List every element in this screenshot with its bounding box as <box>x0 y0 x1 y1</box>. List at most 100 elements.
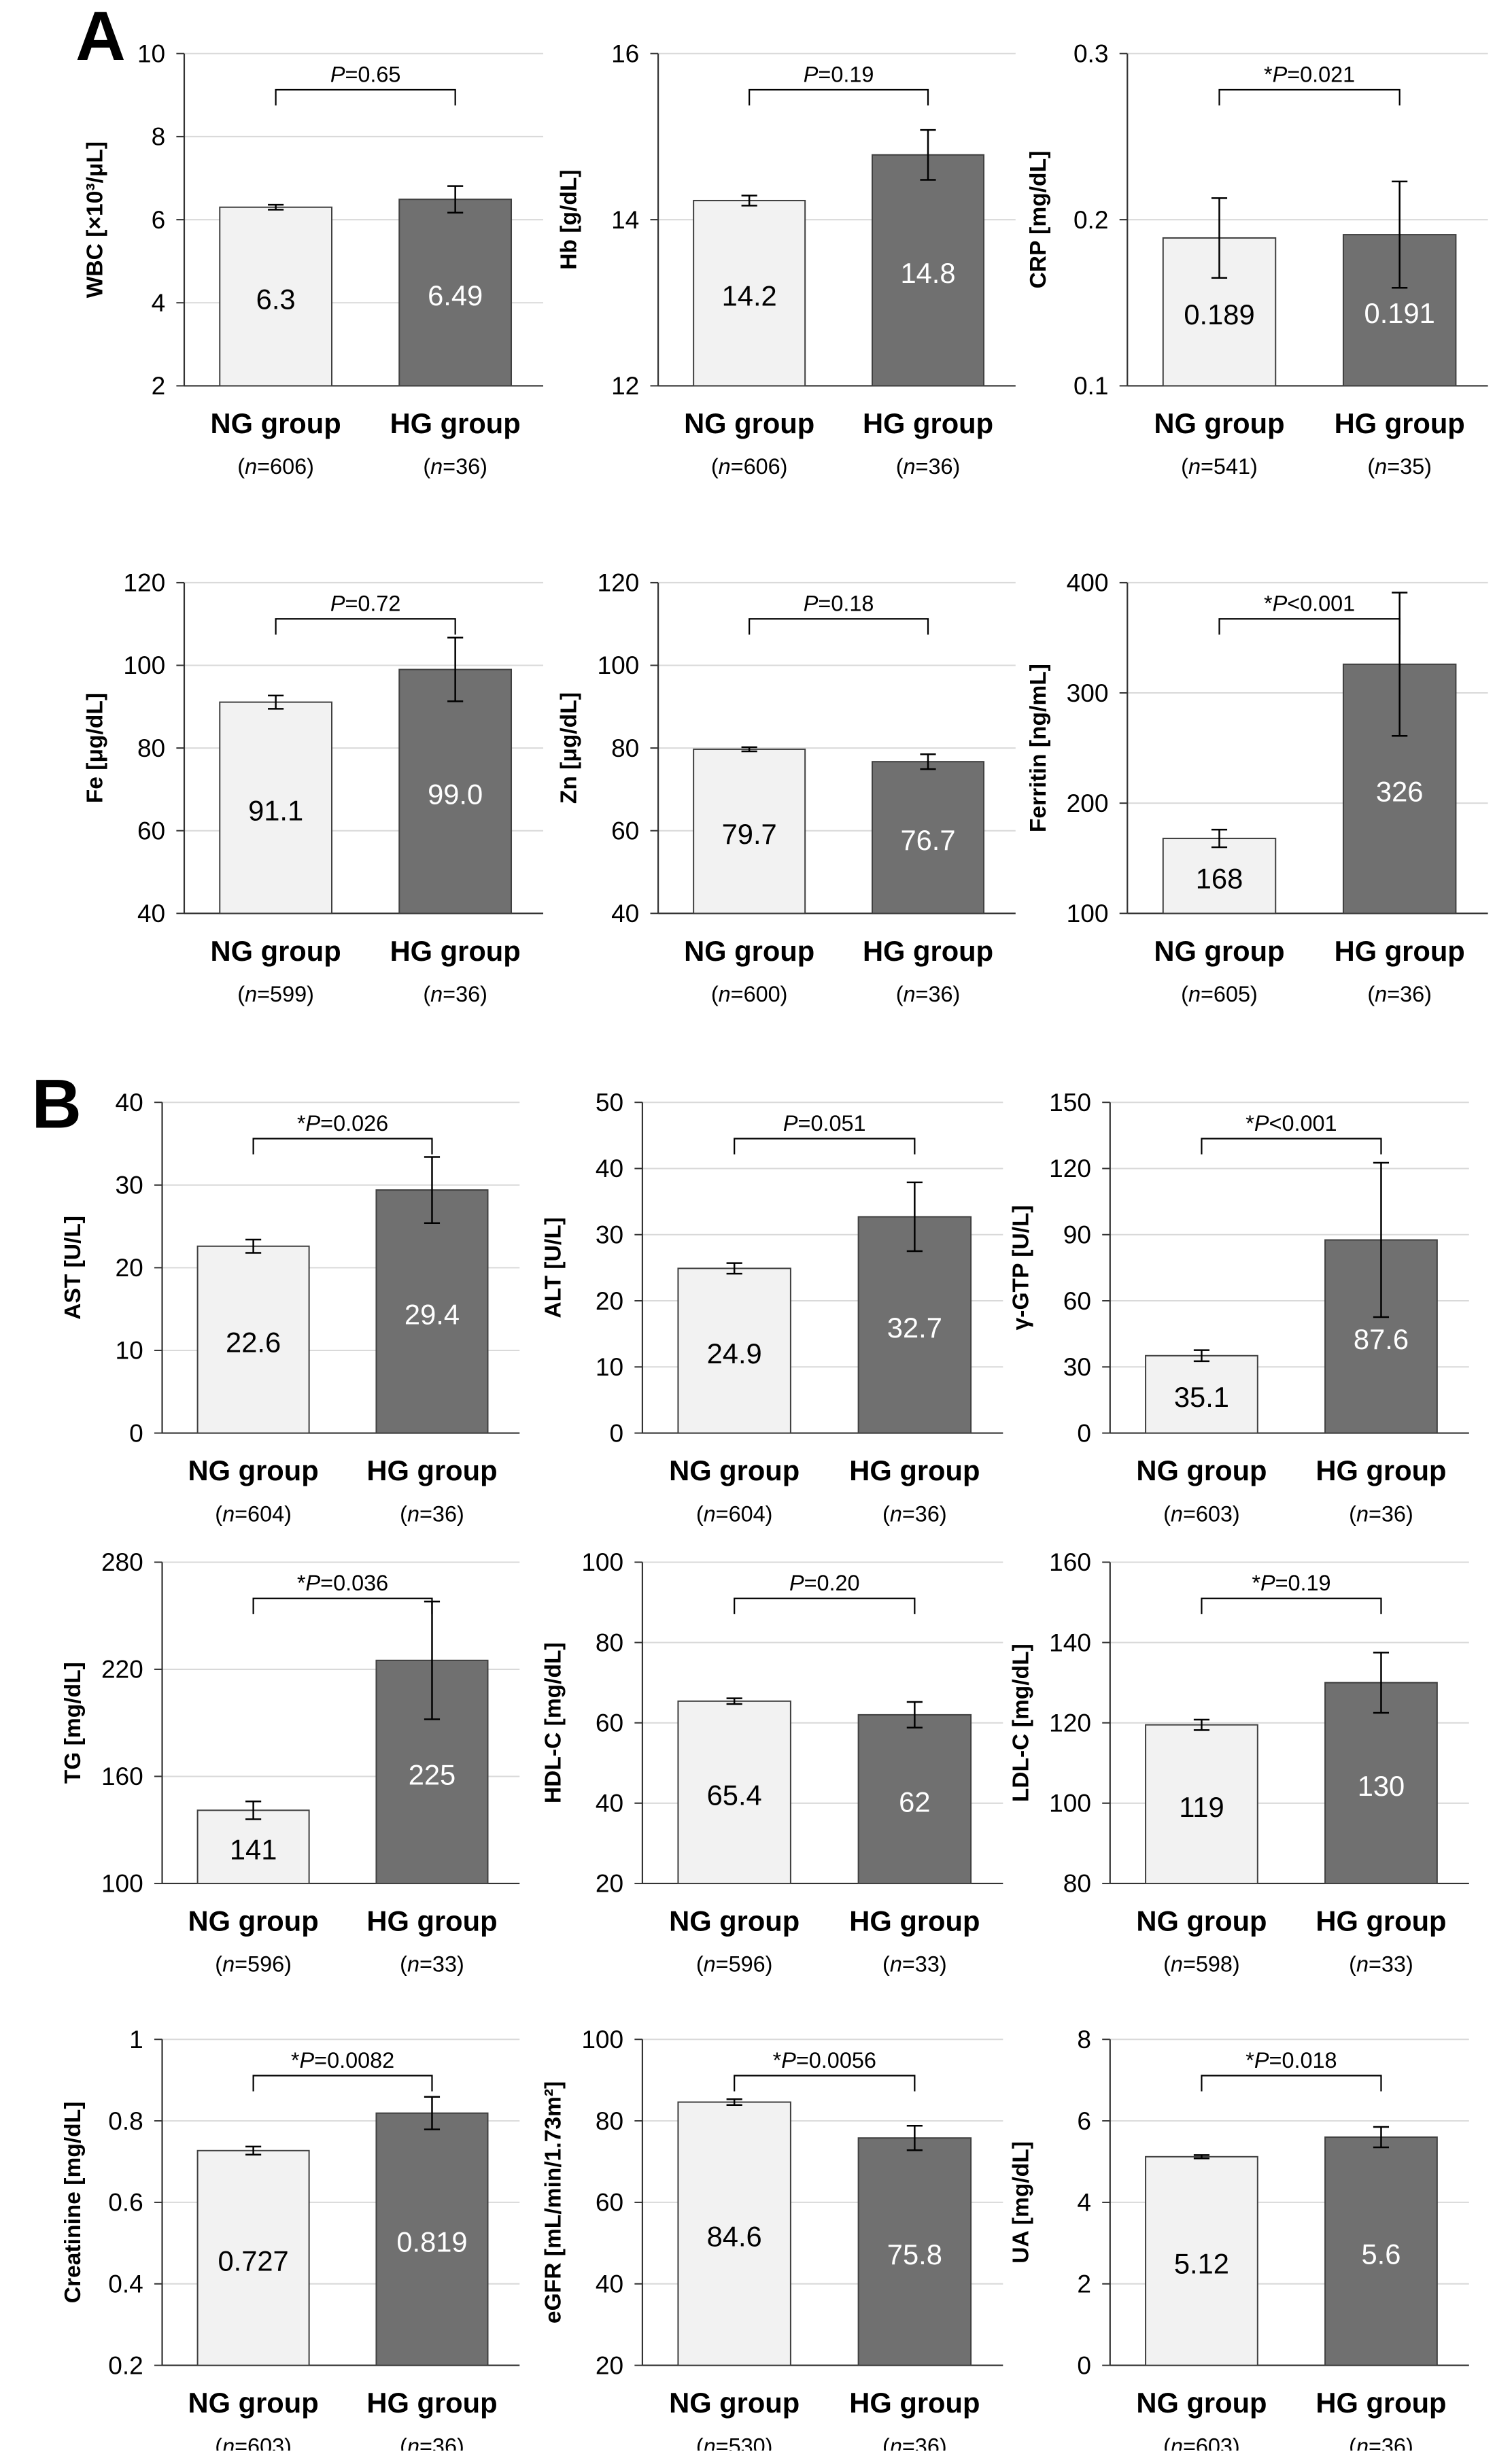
bar-ng <box>196 2149 310 2366</box>
p-value-label: *P<0.001 <box>1245 1111 1337 1136</box>
y-tick-label: 100 <box>597 651 639 679</box>
y-tick-label: 0 <box>129 1418 143 1447</box>
n-label: (n=605) <box>1181 982 1258 1006</box>
y-tick-label: 100 <box>1049 1789 1091 1818</box>
p-value-label: *P=0.018 <box>1245 2048 1337 2073</box>
n-label: (n=596) <box>215 1952 292 1977</box>
y-tick-label: 16 <box>611 39 639 67</box>
chart-12: 80 100 120 140 160 LDL-C [mg/dL] 119 NG group (n… <box>1008 1548 1469 1977</box>
value-label: 130 <box>1358 1770 1405 1802</box>
p-value-label: *P=0.026 <box>297 1111 388 1136</box>
category-label: HG group <box>366 1905 497 1937</box>
significance-bracket <box>734 2075 916 2092</box>
y-tick-label: 40 <box>596 2270 623 2298</box>
y-tick-label: 280 <box>101 1548 143 1576</box>
y-tick-label: 60 <box>596 2188 623 2217</box>
y-axis-label: γ-GTP [U/L] <box>1008 1205 1033 1330</box>
n-label: (n=36) <box>1349 2434 1413 2451</box>
n-label: (n=36) <box>423 982 487 1006</box>
category-label: NG group <box>1136 1454 1267 1486</box>
n-label: (n=36) <box>1367 982 1432 1006</box>
value-label: 32.7 <box>887 1312 942 1344</box>
bar-hg <box>872 154 985 387</box>
y-axis-label: UA [mg/dL] <box>1008 2141 1033 2264</box>
value-label: 326 <box>1376 776 1424 808</box>
n-label: (n=599) <box>237 982 314 1006</box>
y-tick-label: 0.2 <box>1073 205 1109 234</box>
y-tick-label: 50 <box>596 1088 623 1117</box>
y-tick-label: 200 <box>1067 789 1109 817</box>
category-label: NG group <box>188 1905 319 1937</box>
bar-ng <box>677 1700 791 1884</box>
y-tick-label: 100 <box>581 1548 623 1576</box>
value-label: 0.189 <box>1184 299 1254 330</box>
category-label: NG group <box>669 1905 800 1937</box>
n-label: (n=600) <box>711 982 788 1006</box>
y-axis-label: ALT [U/L] <box>540 1217 566 1318</box>
n-label: (n=36) <box>896 454 961 479</box>
value-label: 6.49 <box>428 279 483 311</box>
p-value-label: P=0.051 <box>783 1111 866 1136</box>
y-tick-label: 160 <box>1049 1548 1091 1576</box>
y-axis-label: Zn [μg/dL] <box>557 692 582 804</box>
bar-hg <box>857 2137 972 2366</box>
category-label: NG group <box>188 1454 319 1486</box>
value-label: 14.2 <box>722 280 777 312</box>
value-label: 29.4 <box>405 1298 460 1330</box>
bar-hg <box>857 1216 972 1434</box>
significance-bracket <box>275 618 456 635</box>
y-tick-label: 10 <box>137 39 165 67</box>
n-label: (n=36) <box>400 1501 464 1526</box>
category-label: NG group <box>1154 407 1284 439</box>
y-tick-label: 6 <box>1077 2107 1091 2135</box>
p-value-label: P=0.18 <box>804 592 874 616</box>
panel-label-b: B <box>31 1065 82 1142</box>
n-label: (n=596) <box>696 1952 773 1977</box>
y-tick-label: 120 <box>1049 1154 1091 1182</box>
category-label: NG group <box>1154 935 1284 967</box>
category-label: HG group <box>366 2387 497 2419</box>
category-label: HG group <box>849 1905 980 1937</box>
y-tick-label: 40 <box>116 1088 143 1117</box>
y-tick-label: 80 <box>596 1628 623 1656</box>
category-label: HG group <box>366 1454 497 1486</box>
bar-hg <box>375 1189 489 1434</box>
bar-ng <box>219 206 332 387</box>
value-label: 141 <box>230 1834 277 1866</box>
p-value-label: P=0.72 <box>330 592 401 616</box>
y-tick-label: 40 <box>596 1789 623 1818</box>
significance-bracket <box>749 88 929 106</box>
value-label: 91.1 <box>248 794 303 826</box>
y-tick-label: 0.8 <box>108 2107 143 2135</box>
y-tick-label: 100 <box>123 651 165 679</box>
p-value-label: *P<0.001 <box>1264 592 1355 616</box>
y-axis-label: AST [U/L] <box>61 1216 86 1320</box>
value-label: 225 <box>409 1758 456 1790</box>
n-label: (n=606) <box>711 454 788 479</box>
y-tick-label: 10 <box>596 1352 623 1381</box>
chart-9: 0 30 60 90 120 150 γ-GTP [U/L] 35.1 NG group (n=6… <box>1008 1088 1469 1526</box>
n-label: (n=603) <box>1163 2434 1240 2451</box>
y-tick-label: 1 <box>129 2025 143 2053</box>
significance-bracket <box>275 88 456 106</box>
y-tick-label: 0.6 <box>108 2188 143 2217</box>
y-tick-label: 120 <box>597 568 639 597</box>
significance-bracket <box>1201 1138 1382 1155</box>
y-tick-label: 100 <box>101 1869 143 1898</box>
value-label: 76.7 <box>900 824 955 856</box>
value-label: 22.6 <box>226 1327 281 1359</box>
bar-hg <box>857 1714 972 1884</box>
bar-ng <box>196 1245 310 1434</box>
y-tick-label: 150 <box>1049 1088 1091 1117</box>
n-label: (n=36) <box>423 454 487 479</box>
y-tick-label: 20 <box>596 1869 623 1898</box>
y-tick-label: 4 <box>152 288 166 317</box>
category-label: HG group <box>1316 1454 1446 1486</box>
bar-hg <box>872 761 985 915</box>
value-label: 75.8 <box>887 2238 942 2270</box>
category-label: NG group <box>684 407 814 439</box>
y-tick-label: 400 <box>1067 568 1109 597</box>
n-label: (n=606) <box>237 454 314 479</box>
category-label: NG group <box>684 935 814 967</box>
